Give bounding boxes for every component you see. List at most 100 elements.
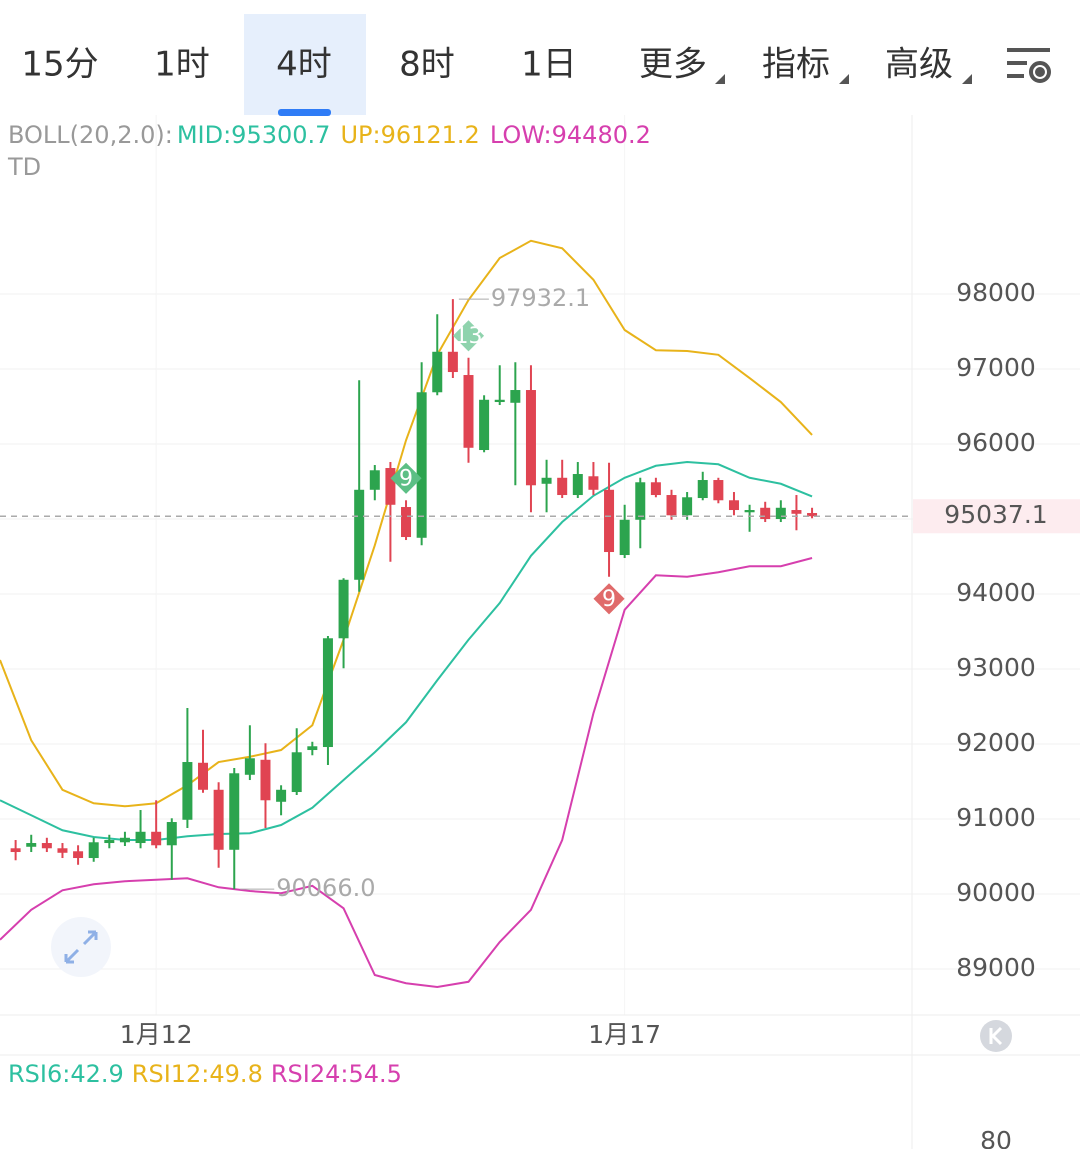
- candle-body: [135, 831, 146, 844]
- tab[interactable]: 1日: [521, 45, 577, 85]
- candle-body: [260, 759, 271, 801]
- expand-button[interactable]: [51, 917, 111, 977]
- tab[interactable]: 15分: [21, 45, 98, 85]
- band-line: [0, 557, 813, 989]
- y-tick-label: 93000: [956, 653, 1036, 682]
- y-tick-label: 96000: [956, 428, 1036, 457]
- candle-body: [26, 843, 37, 847]
- candle-body: [588, 476, 599, 490]
- max-label: 97932.1: [491, 284, 590, 312]
- menu-caret: [962, 74, 972, 84]
- candle-body: [166, 822, 177, 846]
- rsi-tick-label: 80: [980, 1126, 1012, 1149]
- candle-body: [291, 752, 302, 793]
- candle-body: [791, 510, 802, 514]
- tab[interactable]: 1时: [154, 45, 210, 85]
- rsi-legend-entry: RSI12:49.8: [132, 1060, 263, 1088]
- active-tab-indicator: [278, 109, 331, 116]
- candle-body: [447, 351, 458, 373]
- y-tick-label: 89000: [956, 953, 1036, 982]
- candle-body: [557, 477, 568, 496]
- candle-body: [572, 474, 583, 496]
- menu-caret: [839, 74, 849, 84]
- menu-caret: [715, 74, 725, 84]
- candle-body: [682, 497, 693, 516]
- settings-icon[interactable]: [1007, 48, 1051, 83]
- candle-body: [744, 510, 755, 513]
- candle-body: [650, 482, 661, 496]
- tab[interactable]: 4时: [276, 45, 332, 85]
- candle-body: [57, 848, 68, 853]
- candle-body: [182, 762, 193, 820]
- candle-body: [119, 837, 130, 843]
- candle-body: [525, 390, 536, 486]
- candle-body: [635, 482, 646, 520]
- legend-entry: UP:96121.2: [340, 121, 479, 149]
- candle-body: [198, 762, 209, 790]
- candle-body: [697, 480, 708, 499]
- candle-body: [322, 638, 333, 748]
- candle-body: [541, 477, 552, 484]
- candle-body: [104, 840, 115, 844]
- y-tick-label: 92000: [956, 728, 1036, 757]
- candle-body: [276, 789, 287, 802]
- candle-body: [807, 513, 818, 517]
- y-tick-label: 98000: [956, 278, 1036, 307]
- menu[interactable]: 更多: [639, 45, 707, 85]
- candle-body: [401, 507, 412, 538]
- candle-body: [213, 789, 224, 850]
- band-line: [0, 239, 813, 808]
- legend-entry: LOW:94480.2: [490, 121, 651, 149]
- candle-body: [619, 519, 630, 556]
- candle-body: [432, 351, 443, 393]
- y-tick-label: 94000: [956, 578, 1036, 607]
- candle-body: [510, 390, 521, 403]
- td-marker: [452, 320, 485, 352]
- menu[interactable]: 高级: [885, 45, 953, 85]
- tab[interactable]: 8时: [399, 45, 455, 85]
- candle-body: [666, 495, 677, 516]
- candle-body: [73, 851, 84, 859]
- td-count: 9: [399, 466, 413, 491]
- y-tick-label: 90000: [956, 878, 1036, 907]
- candle-body: [41, 843, 52, 849]
- candle-body: [385, 468, 396, 505]
- candle-body: [307, 746, 318, 751]
- min-label: 90066.0: [276, 874, 375, 902]
- active-tab-bg: [244, 14, 366, 115]
- candle-body: [338, 579, 349, 639]
- rsi-legend: RSI6:42.9 RSI12:49.8 RSI24:54.5: [8, 1060, 402, 1088]
- legend-entry: MID:95300.7: [177, 121, 331, 149]
- candle-body: [151, 831, 162, 846]
- indicator-name: BOLL(20,2.0):: [8, 121, 173, 149]
- td-count: 13: [454, 324, 482, 349]
- candle-body: [760, 507, 771, 520]
- candle-body: [713, 480, 724, 501]
- candle-body: [494, 399, 505, 403]
- candle-body: [369, 470, 380, 490]
- last-price-box: [913, 499, 1080, 534]
- candle-body: [775, 507, 786, 520]
- band-line: [0, 461, 813, 842]
- indicator-legend: BOLL(20,2.0): MID:95300.7 UP:96121.2 LOW:94…: [8, 121, 651, 149]
- y-tick-label: 97000: [956, 353, 1036, 382]
- x-tick-label: 1月12: [120, 1020, 193, 1049]
- candle-body: [416, 392, 427, 538]
- rsi-legend-entry: RSI6:42.9: [8, 1060, 124, 1088]
- x-tick-label: 1月17: [588, 1020, 661, 1049]
- scroll-start-button[interactable]: [980, 1020, 1012, 1052]
- candle-body: [354, 489, 365, 580]
- candle-body: [229, 773, 240, 850]
- candle-body: [604, 489, 615, 553]
- candle-body: [728, 500, 739, 511]
- td-marker: [390, 462, 422, 494]
- candle-body: [88, 842, 99, 859]
- last-price-label: 95037.1: [944, 500, 1047, 529]
- candle-body: [244, 758, 255, 775]
- menu[interactable]: 指标: [762, 45, 830, 85]
- sub-indicator: TD: [7, 153, 41, 181]
- candle-body: [10, 848, 21, 853]
- td-count: 9: [602, 587, 616, 612]
